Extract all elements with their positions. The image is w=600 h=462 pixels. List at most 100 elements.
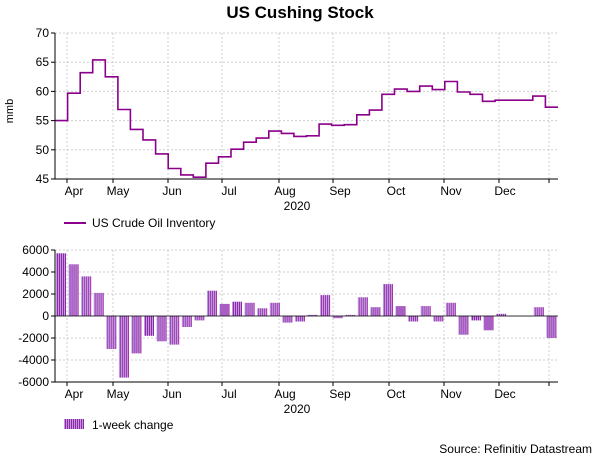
bar-stripe [272,302,274,316]
bar-stripe [382,284,384,316]
bar-stripe [57,253,58,316]
bar-stripe [224,303,226,316]
bar-stripe [423,306,425,316]
bar-stripe [118,316,120,378]
bar-stripe [388,284,390,316]
bar-stripe [503,313,505,316]
bar-stripe [371,307,373,316]
bar-stripe [93,292,95,316]
bar-stripe [536,307,538,316]
bar-stripe [483,316,485,331]
bar-stripe [350,314,352,316]
bar-stripe [153,316,154,336]
bar-stripe [262,308,264,316]
legend-stripe [76,419,77,429]
bar-stripe [290,316,292,323]
bar-stripe [410,316,412,322]
bar-stripe [396,306,398,316]
y-tick-label: 2000 [22,287,49,301]
bar-stripe [323,295,325,316]
bar-stripe [300,316,302,322]
bar-stripe [63,253,64,316]
y-tick-label: 50 [36,143,50,157]
bar-stripe [496,313,498,316]
bar-stripe [185,316,187,327]
bar-stripe [145,316,146,336]
bar-stripe [547,316,549,338]
bar-stripe [298,316,300,322]
weekly-change-bar [269,302,280,316]
bar-stripe [349,314,351,316]
bar-stripe [269,302,271,316]
bar-stripe [325,295,327,316]
bar-stripe [252,302,254,316]
bar-stripe [294,316,296,322]
bar-stripe [184,316,186,327]
bar-stripe [502,313,504,316]
bar-stripe [429,306,431,316]
bar-stripe [441,316,443,322]
bar-stripe [434,316,436,322]
weekly-change-bar [533,307,544,316]
plot-area-top [55,33,558,179]
bar-stripe [297,316,299,322]
bar-stripe [251,302,253,316]
bar-stripe [376,307,378,316]
bar-stripe [539,307,541,316]
bar-stripe [414,316,416,322]
legend-stripe [78,419,79,429]
bar-stripe [425,306,427,316]
weekly-change-bar [496,313,507,316]
bar-stripe [73,264,75,316]
bar-stripe [62,253,63,316]
legend-stripe [67,419,68,429]
legend-stripe [71,419,72,429]
bar-stripe [98,292,100,316]
weekly-change-bar [194,316,205,321]
bar-stripe [487,316,489,331]
bar-stripe [366,297,368,316]
bar-stripe [433,316,435,322]
bar-stripe [287,316,289,323]
bar-stripe [200,316,202,321]
weekly-change-bar [546,316,557,338]
bar-stripe [373,307,375,316]
bar-stripe [115,316,117,349]
bar-stripe [107,316,109,349]
y-tick-label: 6000 [22,243,49,257]
bar-stripe [97,292,99,316]
bar-stripe [377,307,379,316]
bar-stripe [94,292,96,316]
bar-stripe [207,290,209,316]
weekly-change-bar [357,297,368,316]
bar-stripe [320,295,322,316]
bar-stripe [214,290,216,316]
bar-stripe [119,316,121,378]
bar-stripe [478,316,479,321]
bar-stripe [258,308,260,316]
y-tick-label: 70 [36,26,50,40]
bar-stripe [504,313,506,316]
bar-stripe [60,253,61,316]
bar-stripe [446,302,448,316]
bar-stripe [133,316,135,354]
legend-bar-swatch [64,419,84,429]
bar-stripe [247,302,249,316]
legend-stripe [77,419,78,429]
bar-stripe [326,295,328,316]
bar-stripe [213,290,215,316]
bar-stripe [233,301,234,316]
bar-stripe [486,316,488,331]
bar-stripe [316,314,318,316]
bar-stripe [346,314,348,316]
bar-stripe [542,307,544,316]
bar-stripe [361,297,363,316]
bar-stripe [277,302,279,316]
bar-stripe [491,316,493,331]
bar-stripe [400,306,402,316]
bar-stripe [71,264,73,316]
bar-stripe [151,316,152,336]
bar-stripe [190,316,192,327]
legend-stripe [79,419,80,429]
bar-stripe [383,284,385,316]
